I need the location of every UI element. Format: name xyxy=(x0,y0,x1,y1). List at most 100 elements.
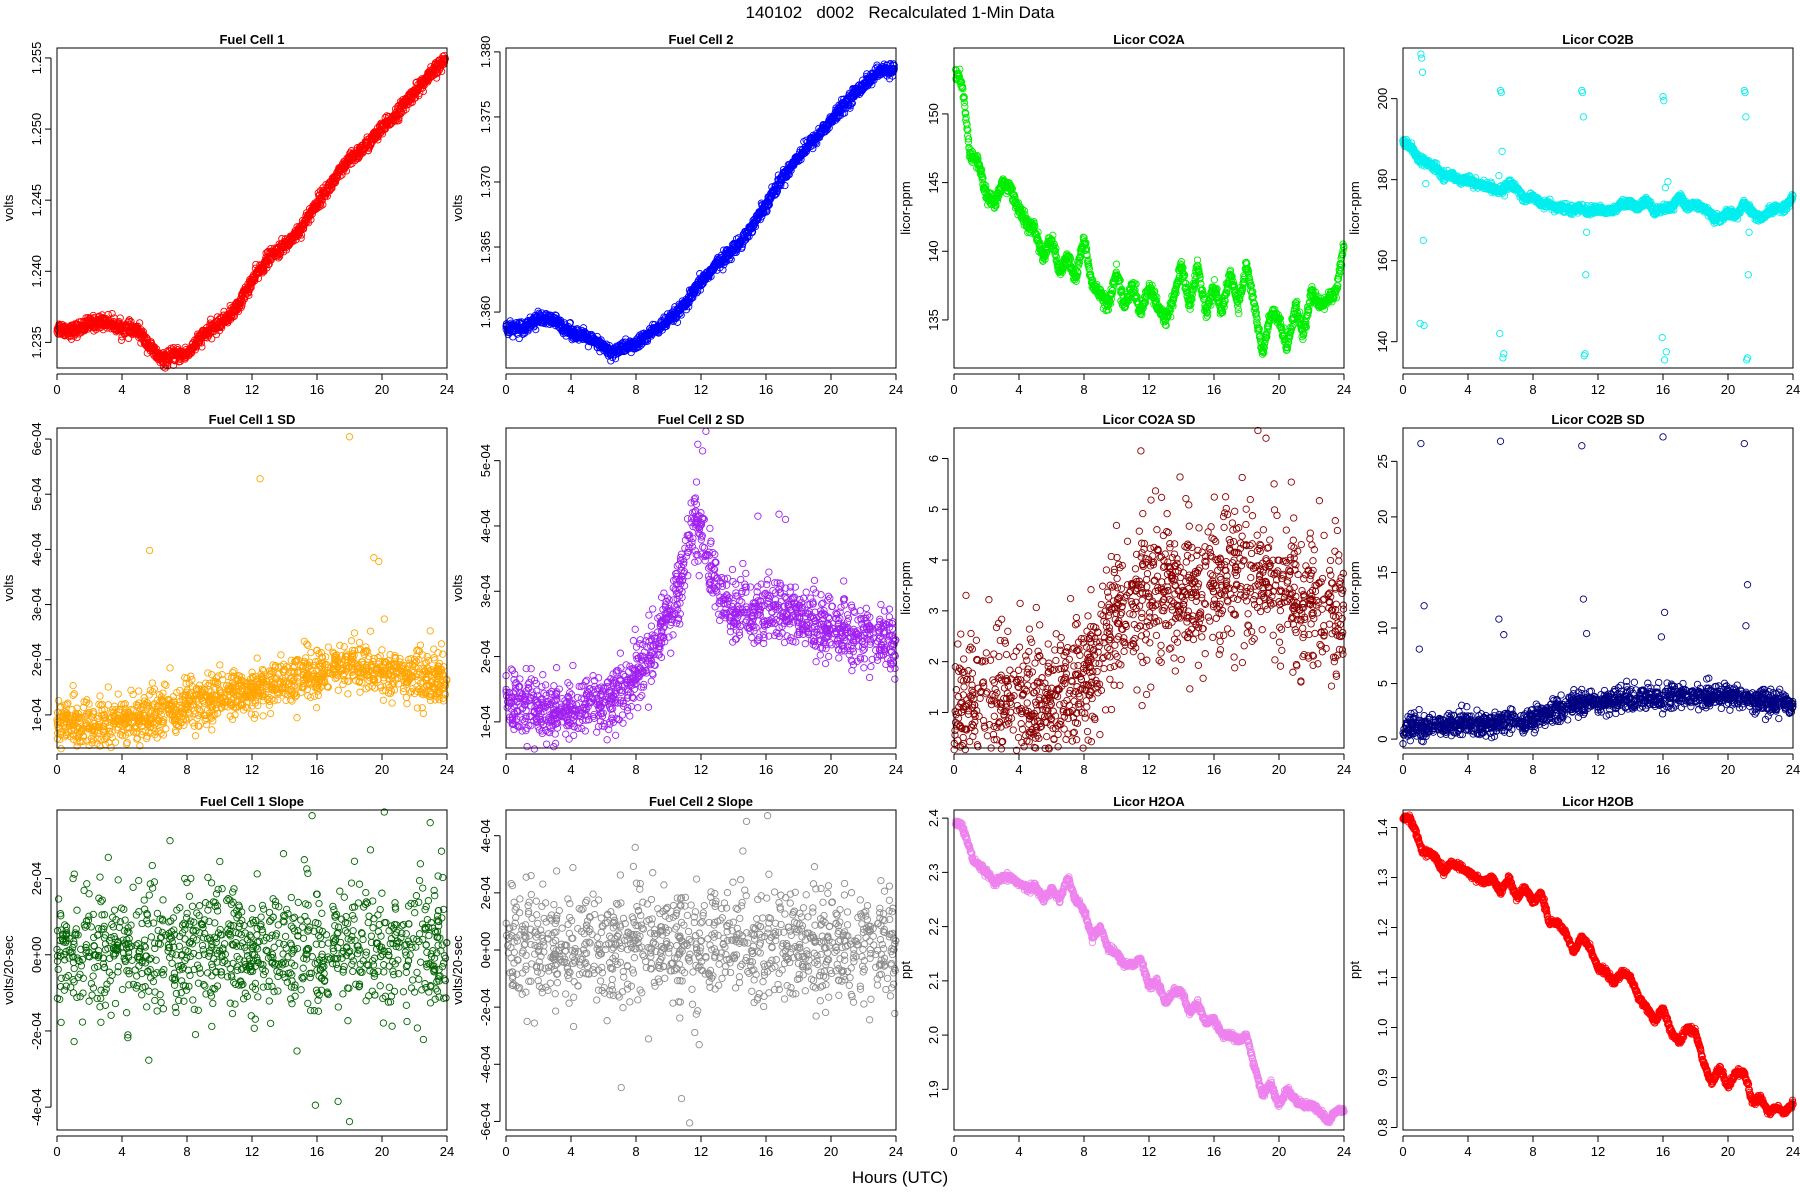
data-point xyxy=(1020,207,1029,215)
data-point xyxy=(1075,258,1084,266)
y-tick-label: 1.245 xyxy=(29,184,44,217)
data-point xyxy=(328,184,336,192)
x-tick-label: 24 xyxy=(1337,382,1351,397)
data-point xyxy=(977,165,986,174)
data-points xyxy=(1399,50,1797,364)
x-tick-label: 16 xyxy=(1207,382,1221,397)
data-point xyxy=(1066,255,1075,263)
y-tick-label: 1.365 xyxy=(478,231,493,264)
y-tick-label: 1.255 xyxy=(29,42,44,75)
data-point xyxy=(236,300,245,308)
x-tick-label: 20 xyxy=(375,382,389,397)
data-point xyxy=(962,116,970,124)
data-point xyxy=(1193,256,1202,264)
data-point xyxy=(297,234,305,242)
data-point xyxy=(1108,289,1116,298)
data-point xyxy=(1223,290,1231,298)
data-point xyxy=(763,207,771,215)
y-tick-label: 1.375 xyxy=(478,101,493,134)
chart-fuel-cell-1: Fuel Cell 10 4 8 12 16 20 241.2351.2401.2451.2… xyxy=(1,32,454,397)
data-point xyxy=(1210,276,1219,284)
data-point xyxy=(673,318,682,326)
data-point xyxy=(374,136,382,144)
data-point xyxy=(1289,310,1298,319)
data-point xyxy=(198,343,206,351)
data-point xyxy=(1052,252,1060,261)
data-point xyxy=(1167,313,1175,321)
data-point xyxy=(1228,272,1236,281)
data-point xyxy=(1262,334,1270,342)
data-point xyxy=(1164,313,1172,321)
x-tick-label: 16 xyxy=(310,382,324,397)
data-point xyxy=(868,81,876,89)
y-tick-label: 135 xyxy=(926,309,941,331)
data-point xyxy=(1220,296,1229,305)
data-point xyxy=(1260,349,1268,357)
data-point xyxy=(1216,310,1224,318)
data-points xyxy=(502,60,898,365)
x-tick-label: 12 xyxy=(1142,382,1156,397)
data-point xyxy=(1305,302,1313,311)
data-point xyxy=(1333,285,1341,293)
data-point xyxy=(993,197,1002,205)
data-point xyxy=(1034,228,1042,236)
data-point xyxy=(1235,310,1243,318)
data-point xyxy=(274,254,283,262)
data-point xyxy=(1031,222,1039,230)
panel-title: Licor CO2B xyxy=(1562,32,1634,47)
data-point xyxy=(840,109,849,117)
data-point xyxy=(1210,287,1219,295)
data-point xyxy=(532,325,540,334)
data-point xyxy=(300,224,308,232)
data-point xyxy=(1072,277,1080,285)
data-point xyxy=(137,339,145,347)
data-point xyxy=(727,255,735,264)
data-point xyxy=(1263,333,1271,341)
data-point xyxy=(1199,286,1207,294)
data-point xyxy=(1186,305,1194,313)
data-point xyxy=(689,294,697,302)
panel-title: Fuel Cell 1 xyxy=(219,32,284,47)
plot-frame xyxy=(56,47,448,369)
figure-title: 140102 d002 Recalculated 1-Min Data xyxy=(745,3,1055,22)
data-point xyxy=(1487,178,1495,186)
data-point xyxy=(1292,299,1300,307)
data-point xyxy=(1179,269,1187,277)
data-point xyxy=(238,301,246,310)
data-point xyxy=(1234,305,1242,314)
data-point xyxy=(1188,295,1196,303)
data-point xyxy=(99,326,107,334)
data-point xyxy=(685,303,693,311)
x-tick-label: 0 xyxy=(950,382,957,397)
data-point xyxy=(1253,315,1261,323)
data-point xyxy=(1205,300,1214,308)
data-point xyxy=(441,54,449,63)
data-point xyxy=(720,258,729,266)
data-points xyxy=(951,65,1348,358)
data-point xyxy=(234,307,243,316)
data-point xyxy=(1207,301,1215,309)
data-point xyxy=(1182,279,1190,288)
x-tick-label: 8 xyxy=(183,382,190,397)
y-tick-label: 1.235 xyxy=(29,326,44,359)
data-point xyxy=(1236,296,1244,304)
data-point xyxy=(1250,299,1258,307)
data-point xyxy=(1250,300,1259,308)
data-point xyxy=(1096,285,1105,293)
data-point xyxy=(1162,321,1170,330)
data-point xyxy=(1014,199,1023,207)
data-point xyxy=(1191,279,1200,287)
data-point xyxy=(293,232,302,241)
data-point xyxy=(1082,239,1090,247)
plot-frame xyxy=(505,47,897,369)
data-point xyxy=(276,249,284,258)
data-point xyxy=(326,185,334,194)
data-point xyxy=(1107,295,1115,303)
data-point xyxy=(1052,244,1060,253)
data-point xyxy=(822,124,830,133)
data-point xyxy=(1305,306,1313,314)
y-tick-label: 1.250 xyxy=(29,113,44,146)
data-point xyxy=(1311,288,1320,296)
data-point xyxy=(1188,291,1196,299)
data-point xyxy=(1179,264,1187,272)
